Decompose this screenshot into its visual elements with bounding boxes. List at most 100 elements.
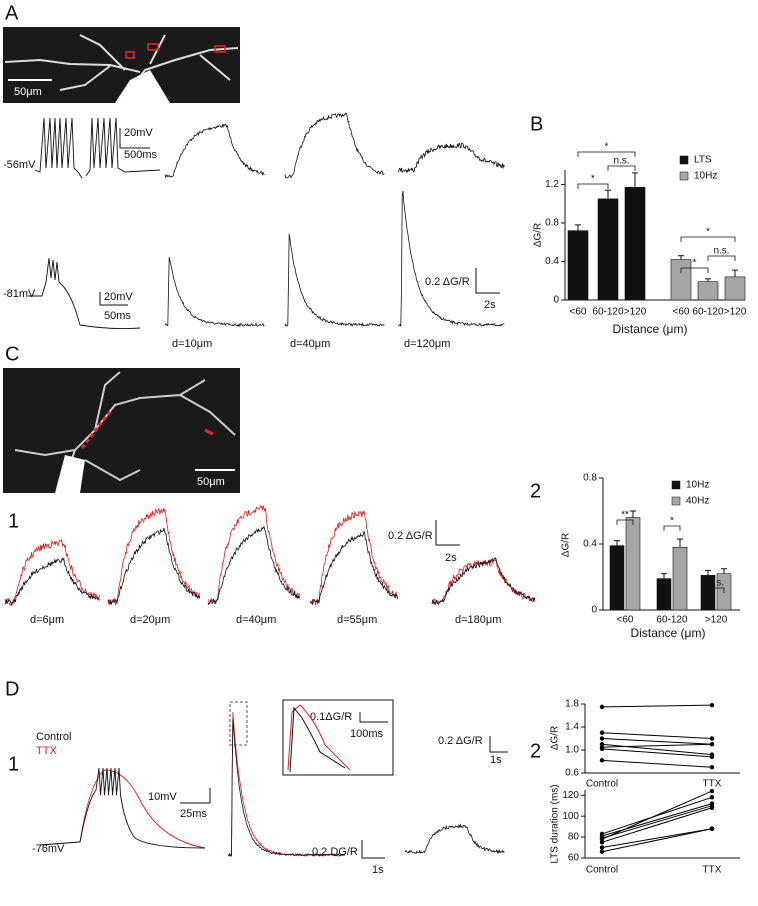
scale-label: 0.2 ΔG/R xyxy=(388,530,433,542)
micrograph xyxy=(3,27,240,104)
trace xyxy=(4,557,100,606)
sig-label: * xyxy=(706,227,710,238)
y-tick-label: 1.0 xyxy=(565,745,579,756)
legend-label: TTX xyxy=(36,745,57,757)
trace xyxy=(289,706,346,773)
legend-swatch xyxy=(671,480,681,490)
sig-label: * xyxy=(591,174,595,185)
bar xyxy=(625,517,641,611)
panel-label: 1 xyxy=(8,753,19,775)
sig-label: n.s. xyxy=(613,156,629,167)
vm-label: -81mV xyxy=(3,288,36,300)
panel-label: C xyxy=(5,343,19,365)
distance-label: d=20μm xyxy=(130,614,170,626)
line xyxy=(601,790,713,840)
y-axis-label: LTS duration (ms) xyxy=(550,784,561,863)
trace xyxy=(309,510,398,606)
x-tick-label: 60-120 xyxy=(692,307,724,318)
scale-bar xyxy=(361,840,385,859)
scale-label: 0.2 ΔG/R xyxy=(425,276,470,288)
x-tick-label: <60 xyxy=(617,615,634,626)
bar xyxy=(724,276,746,301)
sig-bracket xyxy=(607,165,636,171)
line xyxy=(601,759,713,768)
x-axis-label: Distance (μm) xyxy=(631,626,706,640)
sig-label: n.s. xyxy=(713,246,729,257)
trace xyxy=(398,190,505,327)
trace xyxy=(164,257,265,328)
sig-bracket xyxy=(663,525,681,531)
line xyxy=(601,732,713,739)
trace xyxy=(107,507,200,605)
distance-label: d=120μm xyxy=(404,338,450,350)
distance-label: d=40μm xyxy=(236,614,276,626)
y-tick-label: 60 xyxy=(568,853,580,864)
scale-bar xyxy=(359,712,388,723)
x-tick-label: >120 xyxy=(705,615,728,626)
x-axis-label: Distance (μm) xyxy=(613,322,688,336)
trace xyxy=(309,530,398,605)
legend-label: LTS xyxy=(694,155,712,166)
legend-swatch xyxy=(671,496,681,506)
bar xyxy=(624,187,646,301)
x-tick-label: TTX xyxy=(703,779,722,790)
point xyxy=(709,788,715,794)
point xyxy=(599,736,605,741)
y-tick-label: 100 xyxy=(562,811,579,822)
inset-box xyxy=(282,699,394,776)
trace xyxy=(34,117,161,179)
scale-label: 2s xyxy=(484,299,496,311)
y-tick-label: 0 xyxy=(553,295,559,306)
y-tick-label: 0.4 xyxy=(583,539,597,550)
scale-label: 20mV xyxy=(104,291,133,303)
y-tick-label: 0.6 xyxy=(565,768,579,779)
sig-bracket xyxy=(577,151,636,157)
point xyxy=(599,746,605,752)
vm-label: -56mV xyxy=(3,159,36,171)
point xyxy=(599,849,605,854)
sig-bracket xyxy=(680,236,736,242)
line xyxy=(601,704,713,708)
trace xyxy=(431,558,536,606)
panel-label: A xyxy=(5,2,19,24)
x-tick-label: Control xyxy=(586,779,618,790)
bar xyxy=(567,230,589,301)
scale-bar xyxy=(489,736,508,753)
y-axis-label: ΔG/R xyxy=(533,223,544,247)
trace xyxy=(39,769,206,849)
trace xyxy=(404,823,505,855)
scale-label: 25ms xyxy=(180,808,207,820)
scale-label: 20mV xyxy=(124,127,153,139)
trace xyxy=(228,718,346,858)
panel-label: D xyxy=(5,678,19,700)
sig-label: * xyxy=(693,258,697,269)
x-tick-label: >120 xyxy=(724,307,747,318)
point xyxy=(599,845,605,850)
y-tick-label: 1.2 xyxy=(545,179,559,190)
point xyxy=(709,805,715,810)
scale-bar xyxy=(119,128,150,149)
sig-label: * xyxy=(670,516,674,527)
scale-label: 0.2 DG/R xyxy=(312,846,358,858)
bar xyxy=(697,281,719,301)
x-tick-label: Control xyxy=(586,865,618,876)
point xyxy=(709,795,715,800)
x-tick-label: 60-120 xyxy=(656,615,688,626)
legend-swatch xyxy=(679,171,689,181)
point xyxy=(709,826,715,831)
x-tick-label: TTX xyxy=(703,865,722,876)
panel-label: B xyxy=(530,113,543,135)
scale-label: 2s xyxy=(445,552,457,564)
line xyxy=(601,748,713,758)
sig-bracket xyxy=(577,183,609,189)
trace xyxy=(28,257,141,330)
scale-label: 0.1ΔG/R xyxy=(310,711,352,723)
legend-label: Control xyxy=(36,731,71,743)
point xyxy=(709,742,715,747)
y-tick-label: 0 xyxy=(591,605,597,616)
scale-label: 500ms xyxy=(124,149,158,161)
scale-bar xyxy=(475,268,500,294)
line xyxy=(601,828,713,853)
trace xyxy=(207,525,300,606)
